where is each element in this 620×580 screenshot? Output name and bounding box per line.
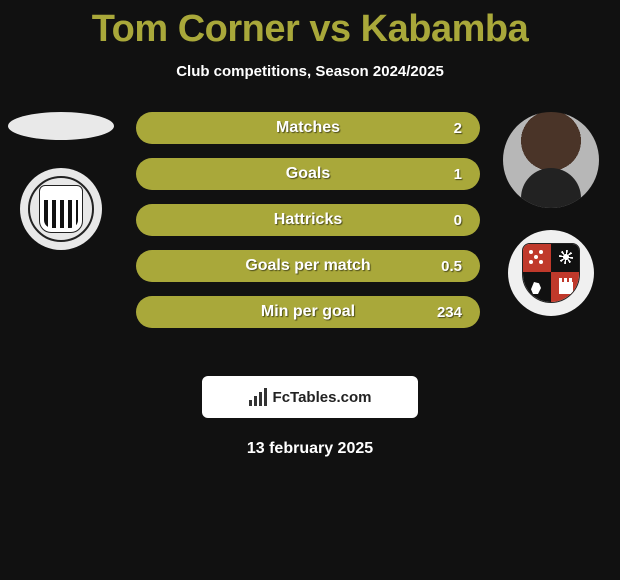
right-club-badge xyxy=(508,230,594,316)
stat-label: Hattricks xyxy=(274,211,342,229)
stat-bar-hattricks: Hattricks 0 xyxy=(136,204,480,236)
stat-bar-goals-per-match: Goals per match 0.5 xyxy=(136,250,480,282)
left-player-photo xyxy=(8,112,114,140)
stat-value-right: 2 xyxy=(454,120,462,137)
branding-logo: FcTables.com xyxy=(202,376,418,418)
stat-value-right: 0.5 xyxy=(441,258,462,275)
stat-bars: Matches 2 Goals 1 Hattricks 0 Goals per … xyxy=(136,112,480,328)
left-club-badge xyxy=(20,168,102,250)
stat-label: Min per goal xyxy=(261,303,355,321)
left-player-column xyxy=(6,112,116,250)
stat-bar-matches: Matches 2 xyxy=(136,112,480,144)
stat-bar-min-per-goal: Min per goal 234 xyxy=(136,296,480,328)
date-text: 13 february 2025 xyxy=(0,440,620,458)
right-player-photo xyxy=(503,112,599,208)
right-player-column xyxy=(496,112,606,316)
stat-label: Matches xyxy=(276,119,340,137)
subtitle: Club competitions, Season 2024/2025 xyxy=(0,63,620,80)
stat-value-right: 234 xyxy=(437,304,462,321)
stat-label: Goals xyxy=(286,165,330,183)
stat-bar-goals: Goals 1 xyxy=(136,158,480,190)
branding-text: FcTables.com xyxy=(273,389,372,406)
chart-icon xyxy=(249,388,267,406)
comparison-area: Matches 2 Goals 1 Hattricks 0 Goals per … xyxy=(0,112,620,352)
stat-value-right: 1 xyxy=(454,166,462,183)
stat-value-right: 0 xyxy=(454,212,462,229)
stat-label: Goals per match xyxy=(245,257,370,275)
page-title: Tom Corner vs Kabamba xyxy=(0,0,620,51)
